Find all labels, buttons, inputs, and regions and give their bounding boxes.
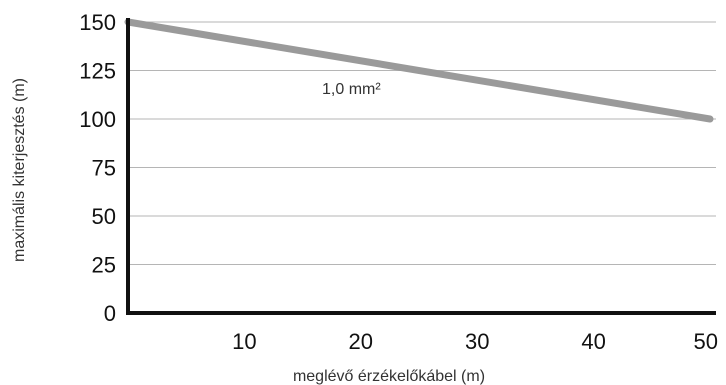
- x-tick-label: 30: [465, 329, 489, 354]
- y-tick-label: 25: [92, 253, 116, 278]
- x-tick-label: 40: [581, 329, 605, 354]
- x-axis-label: meglévő érzékelőkábel (m): [293, 368, 485, 385]
- axes: [126, 18, 716, 315]
- y-tick-label: 125: [79, 59, 116, 84]
- y-tick-label: 100: [79, 107, 116, 132]
- y-tick-label: 50: [92, 204, 116, 229]
- series-layer: [124, 18, 714, 123]
- x-tick-label: 20: [349, 329, 373, 354]
- y-axis-label: maximális kiterjesztés (m): [11, 78, 28, 262]
- x-tick-label: 10: [232, 329, 256, 354]
- y-tick-label: 150: [79, 10, 116, 35]
- series-line: [124, 18, 714, 123]
- y-tick-labels: 0 25 50 75 100 125 150: [79, 10, 116, 326]
- gridlines: [128, 21, 716, 265]
- x-tick-labels: 10 20 30 40 50: [232, 329, 718, 354]
- series-label: 1,0 mm²: [322, 81, 381, 98]
- x-tick-label: 50: [694, 329, 718, 354]
- y-tick-label: 0: [104, 301, 116, 326]
- y-tick-label: 75: [92, 156, 116, 181]
